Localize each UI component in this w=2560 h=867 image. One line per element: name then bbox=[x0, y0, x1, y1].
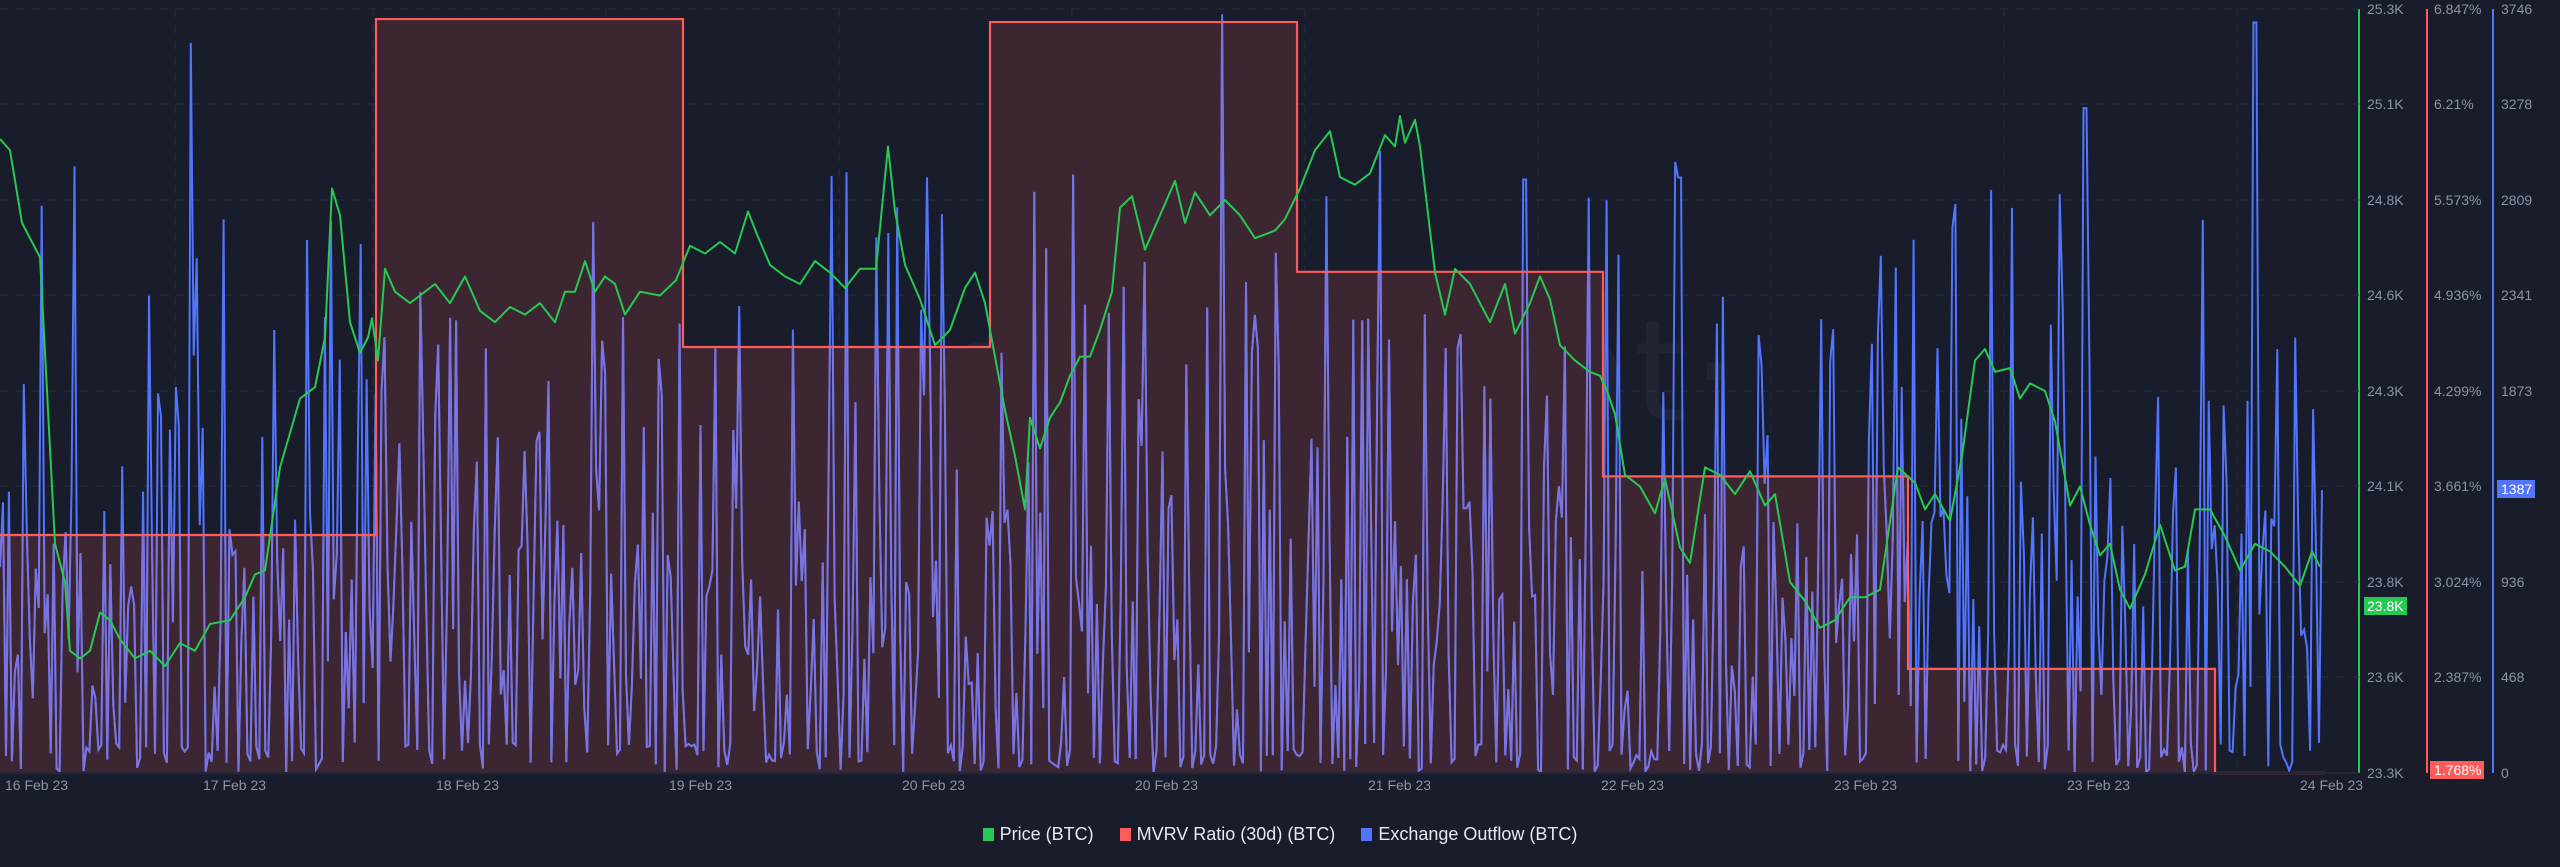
chart-canvas[interactable]: ·santiment· 25.3K25.1K24.8K24.6K24.3K24.… bbox=[0, 0, 2560, 800]
outflow-current-value: 1387 bbox=[2501, 481, 2532, 497]
mvrv-tick-label: 3.661% bbox=[2434, 478, 2481, 494]
mvrv-line bbox=[0, 17, 2325, 775]
outflow-tick-label: 0 bbox=[2501, 765, 2509, 781]
x-axis: 16 Feb 23 17 Feb 23 18 Feb 23 19 Feb 23 20 F… bbox=[0, 772, 2363, 793]
legend-label: MVRV Ratio (30d) (BTC) bbox=[1136, 823, 1336, 844]
x-tick-label: 22 Feb 23 bbox=[1601, 777, 1664, 793]
price-current-value: 23.8K bbox=[2367, 598, 2404, 614]
mvrv-tick-label: 6.21% bbox=[2434, 96, 2474, 112]
mvrv-series bbox=[0, 19, 2325, 773]
x-tick-label: 21 Feb 23 bbox=[1368, 777, 1431, 793]
outflow-tick-label: 2341 bbox=[2501, 287, 2532, 303]
mvrv-current-value: 1.768% bbox=[2434, 762, 2481, 778]
price-current-badge bbox=[2364, 597, 2407, 615]
x-tick-label: 23 Feb 23 bbox=[2067, 777, 2130, 793]
legend-label: Price (BTC) bbox=[999, 823, 1094, 844]
x-tick-label: 18 Feb 23 bbox=[436, 777, 499, 793]
x-tick-label: 24 Feb 23 bbox=[2300, 777, 2363, 793]
outflow-tick-label: 468 bbox=[2501, 669, 2525, 685]
outflow-current-badge bbox=[2497, 480, 2535, 498]
outflow-swatch-icon bbox=[1361, 827, 1373, 841]
exchange-outflow-series bbox=[0, 14, 2323, 776]
legend-item-price[interactable]: Price (BTC) bbox=[982, 823, 1094, 845]
x-tick-label: 20 Feb 23 bbox=[1135, 777, 1198, 793]
mvrv-tick-label: 4.299% bbox=[2434, 383, 2481, 399]
x-tick-label: 16 Feb 23 bbox=[5, 777, 68, 793]
mvrv-current-badge bbox=[2430, 761, 2484, 779]
outflow-tick-label: 936 bbox=[2501, 574, 2525, 590]
mvrv-swatch-icon bbox=[1119, 827, 1131, 841]
mvrv-tick-label: 6.847% bbox=[2434, 1, 2481, 17]
x-tick-label: 17 Feb 23 bbox=[203, 777, 266, 793]
price-swatch-icon bbox=[982, 827, 994, 841]
mvrv-tick-label: 5.573% bbox=[2434, 192, 2481, 208]
mvrv-tick-label: 3.024% bbox=[2434, 574, 2481, 590]
y-axes: 25.3K 25.1K 24.8K 24.6K 24.3K 24.1K 23.8K 23.6K… bbox=[2352, 1, 2535, 781]
mvrv-area bbox=[0, 19, 2325, 773]
legend-item-mvrv[interactable]: MVRV Ratio (30d) (BTC) bbox=[1119, 823, 1336, 845]
price-tick-label: 24.1K bbox=[2367, 478, 2404, 494]
x-tick-label: 19 Feb 23 bbox=[669, 777, 732, 793]
outflow-tick-label: 1873 bbox=[2501, 383, 2532, 399]
price-series bbox=[0, 115, 2321, 667]
legend-item-exchange-outflow[interactable]: Exchange Outflow (BTC) bbox=[1361, 824, 1577, 845]
outflow-tick-label: 3746 bbox=[2501, 1, 2532, 17]
price-tick-label: 25.1K bbox=[2367, 96, 2404, 112]
price-tick-label: 24.6K bbox=[2367, 287, 2404, 303]
price-tick-label: 24.3K bbox=[2367, 383, 2404, 399]
x-tick-label: 20 Feb 23 bbox=[902, 777, 965, 793]
price-tick-label: 25.3K bbox=[2367, 1, 2404, 17]
mvrv-tick-label: 4.936% bbox=[2434, 287, 2481, 303]
outflow-tick-label: 2809 bbox=[2501, 192, 2532, 208]
mvrv-tick-label: 2.387% bbox=[2434, 669, 2481, 685]
price-line bbox=[0, 115, 2321, 667]
x-tick-label: 23 Feb 23 bbox=[1834, 777, 1897, 793]
legend-label: Exchange Outflow (BTC) bbox=[1378, 823, 1578, 844]
price-tick-label: 24.8K bbox=[2367, 192, 2404, 208]
price-tick-label: 23.3K bbox=[2367, 765, 2404, 781]
price-tick-label: 23.8K bbox=[2367, 574, 2404, 590]
price-tick-label: 23.6K bbox=[2367, 669, 2404, 685]
legend: Price (BTC) MVRV Ratio (30d) (BTC) Excha… bbox=[0, 821, 2560, 847]
outflow-tick-label: 3278 bbox=[2501, 96, 2532, 112]
